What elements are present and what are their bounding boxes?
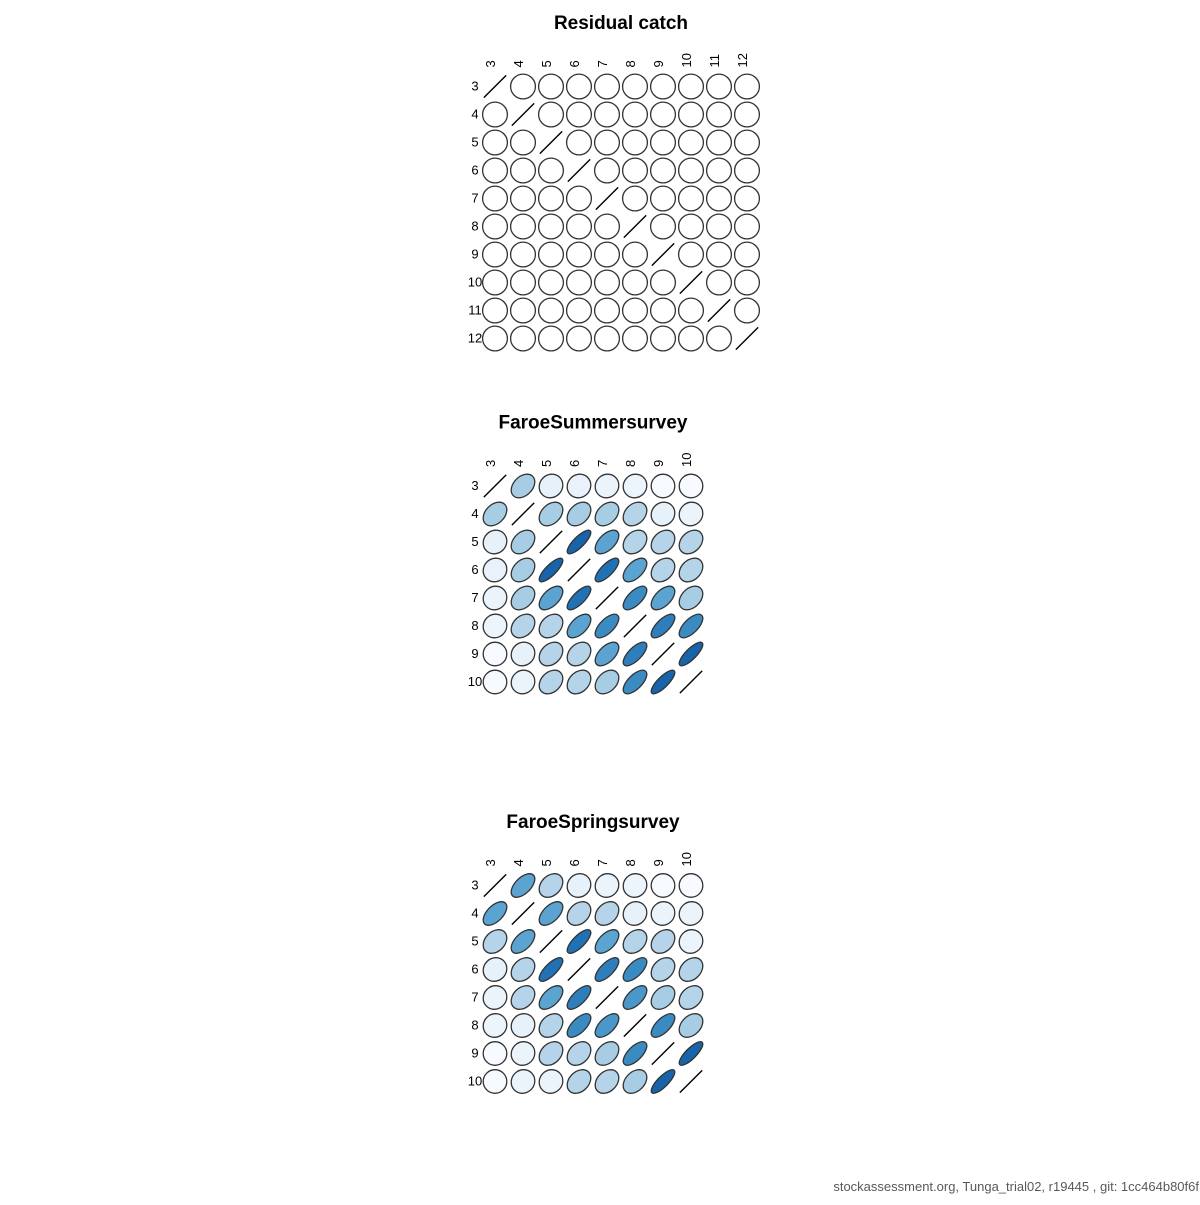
svg-text:10: 10 <box>679 453 694 467</box>
svg-text:3: 3 <box>471 878 478 893</box>
svg-text:11: 11 <box>707 54 722 68</box>
svg-text:stockassessment.org, Tunga_tri: stockassessment.org, Tunga_trial02, r194… <box>833 1179 1199 1194</box>
svg-text:FaroeSpringsurvey: FaroeSpringsurvey <box>506 812 680 833</box>
svg-text:3: 3 <box>471 478 478 493</box>
svg-text:5: 5 <box>471 534 478 549</box>
svg-text:4: 4 <box>511 859 526 866</box>
svg-text:7: 7 <box>471 590 478 605</box>
svg-text:6: 6 <box>567 460 582 467</box>
svg-text:9: 9 <box>651 460 666 467</box>
svg-text:7: 7 <box>471 990 478 1005</box>
svg-text:8: 8 <box>623 60 638 67</box>
svg-text:3: 3 <box>483 859 498 866</box>
svg-text:3: 3 <box>483 60 498 67</box>
svg-text:10: 10 <box>468 674 482 689</box>
svg-text:8: 8 <box>623 859 638 866</box>
svg-text:5: 5 <box>471 135 478 150</box>
svg-text:8: 8 <box>471 219 478 234</box>
svg-text:3: 3 <box>483 460 498 467</box>
svg-text:5: 5 <box>539 859 554 866</box>
svg-text:Residual catch: Residual catch <box>554 13 688 34</box>
svg-text:9: 9 <box>651 859 666 866</box>
svg-text:5: 5 <box>471 934 478 949</box>
svg-text:9: 9 <box>471 1046 478 1061</box>
svg-text:12: 12 <box>468 331 482 346</box>
svg-text:4: 4 <box>471 107 478 122</box>
svg-text:9: 9 <box>651 60 666 67</box>
svg-text:8: 8 <box>623 460 638 467</box>
svg-text:10: 10 <box>468 275 482 290</box>
svg-text:9: 9 <box>471 247 478 262</box>
svg-text:5: 5 <box>539 60 554 67</box>
svg-text:6: 6 <box>471 163 478 178</box>
svg-text:7: 7 <box>595 60 610 67</box>
svg-text:10: 10 <box>679 53 694 67</box>
svg-text:10: 10 <box>679 852 694 866</box>
svg-text:6: 6 <box>471 962 478 977</box>
svg-text:8: 8 <box>471 618 478 633</box>
svg-text:3: 3 <box>471 79 478 94</box>
svg-text:4: 4 <box>511 60 526 67</box>
svg-text:11: 11 <box>468 303 482 318</box>
svg-text:6: 6 <box>567 859 582 866</box>
svg-text:4: 4 <box>471 906 478 921</box>
svg-text:5: 5 <box>539 460 554 467</box>
svg-text:7: 7 <box>595 460 610 467</box>
svg-text:6: 6 <box>471 562 478 577</box>
svg-text:FaroeSummersurvey: FaroeSummersurvey <box>498 413 687 434</box>
svg-text:4: 4 <box>511 460 526 467</box>
svg-text:9: 9 <box>471 646 478 661</box>
svg-text:8: 8 <box>471 1018 478 1033</box>
svg-text:6: 6 <box>567 60 582 67</box>
svg-text:7: 7 <box>471 191 478 206</box>
svg-text:4: 4 <box>471 506 478 521</box>
svg-text:7: 7 <box>595 859 610 866</box>
svg-text:12: 12 <box>735 53 750 67</box>
svg-text:10: 10 <box>468 1074 482 1089</box>
